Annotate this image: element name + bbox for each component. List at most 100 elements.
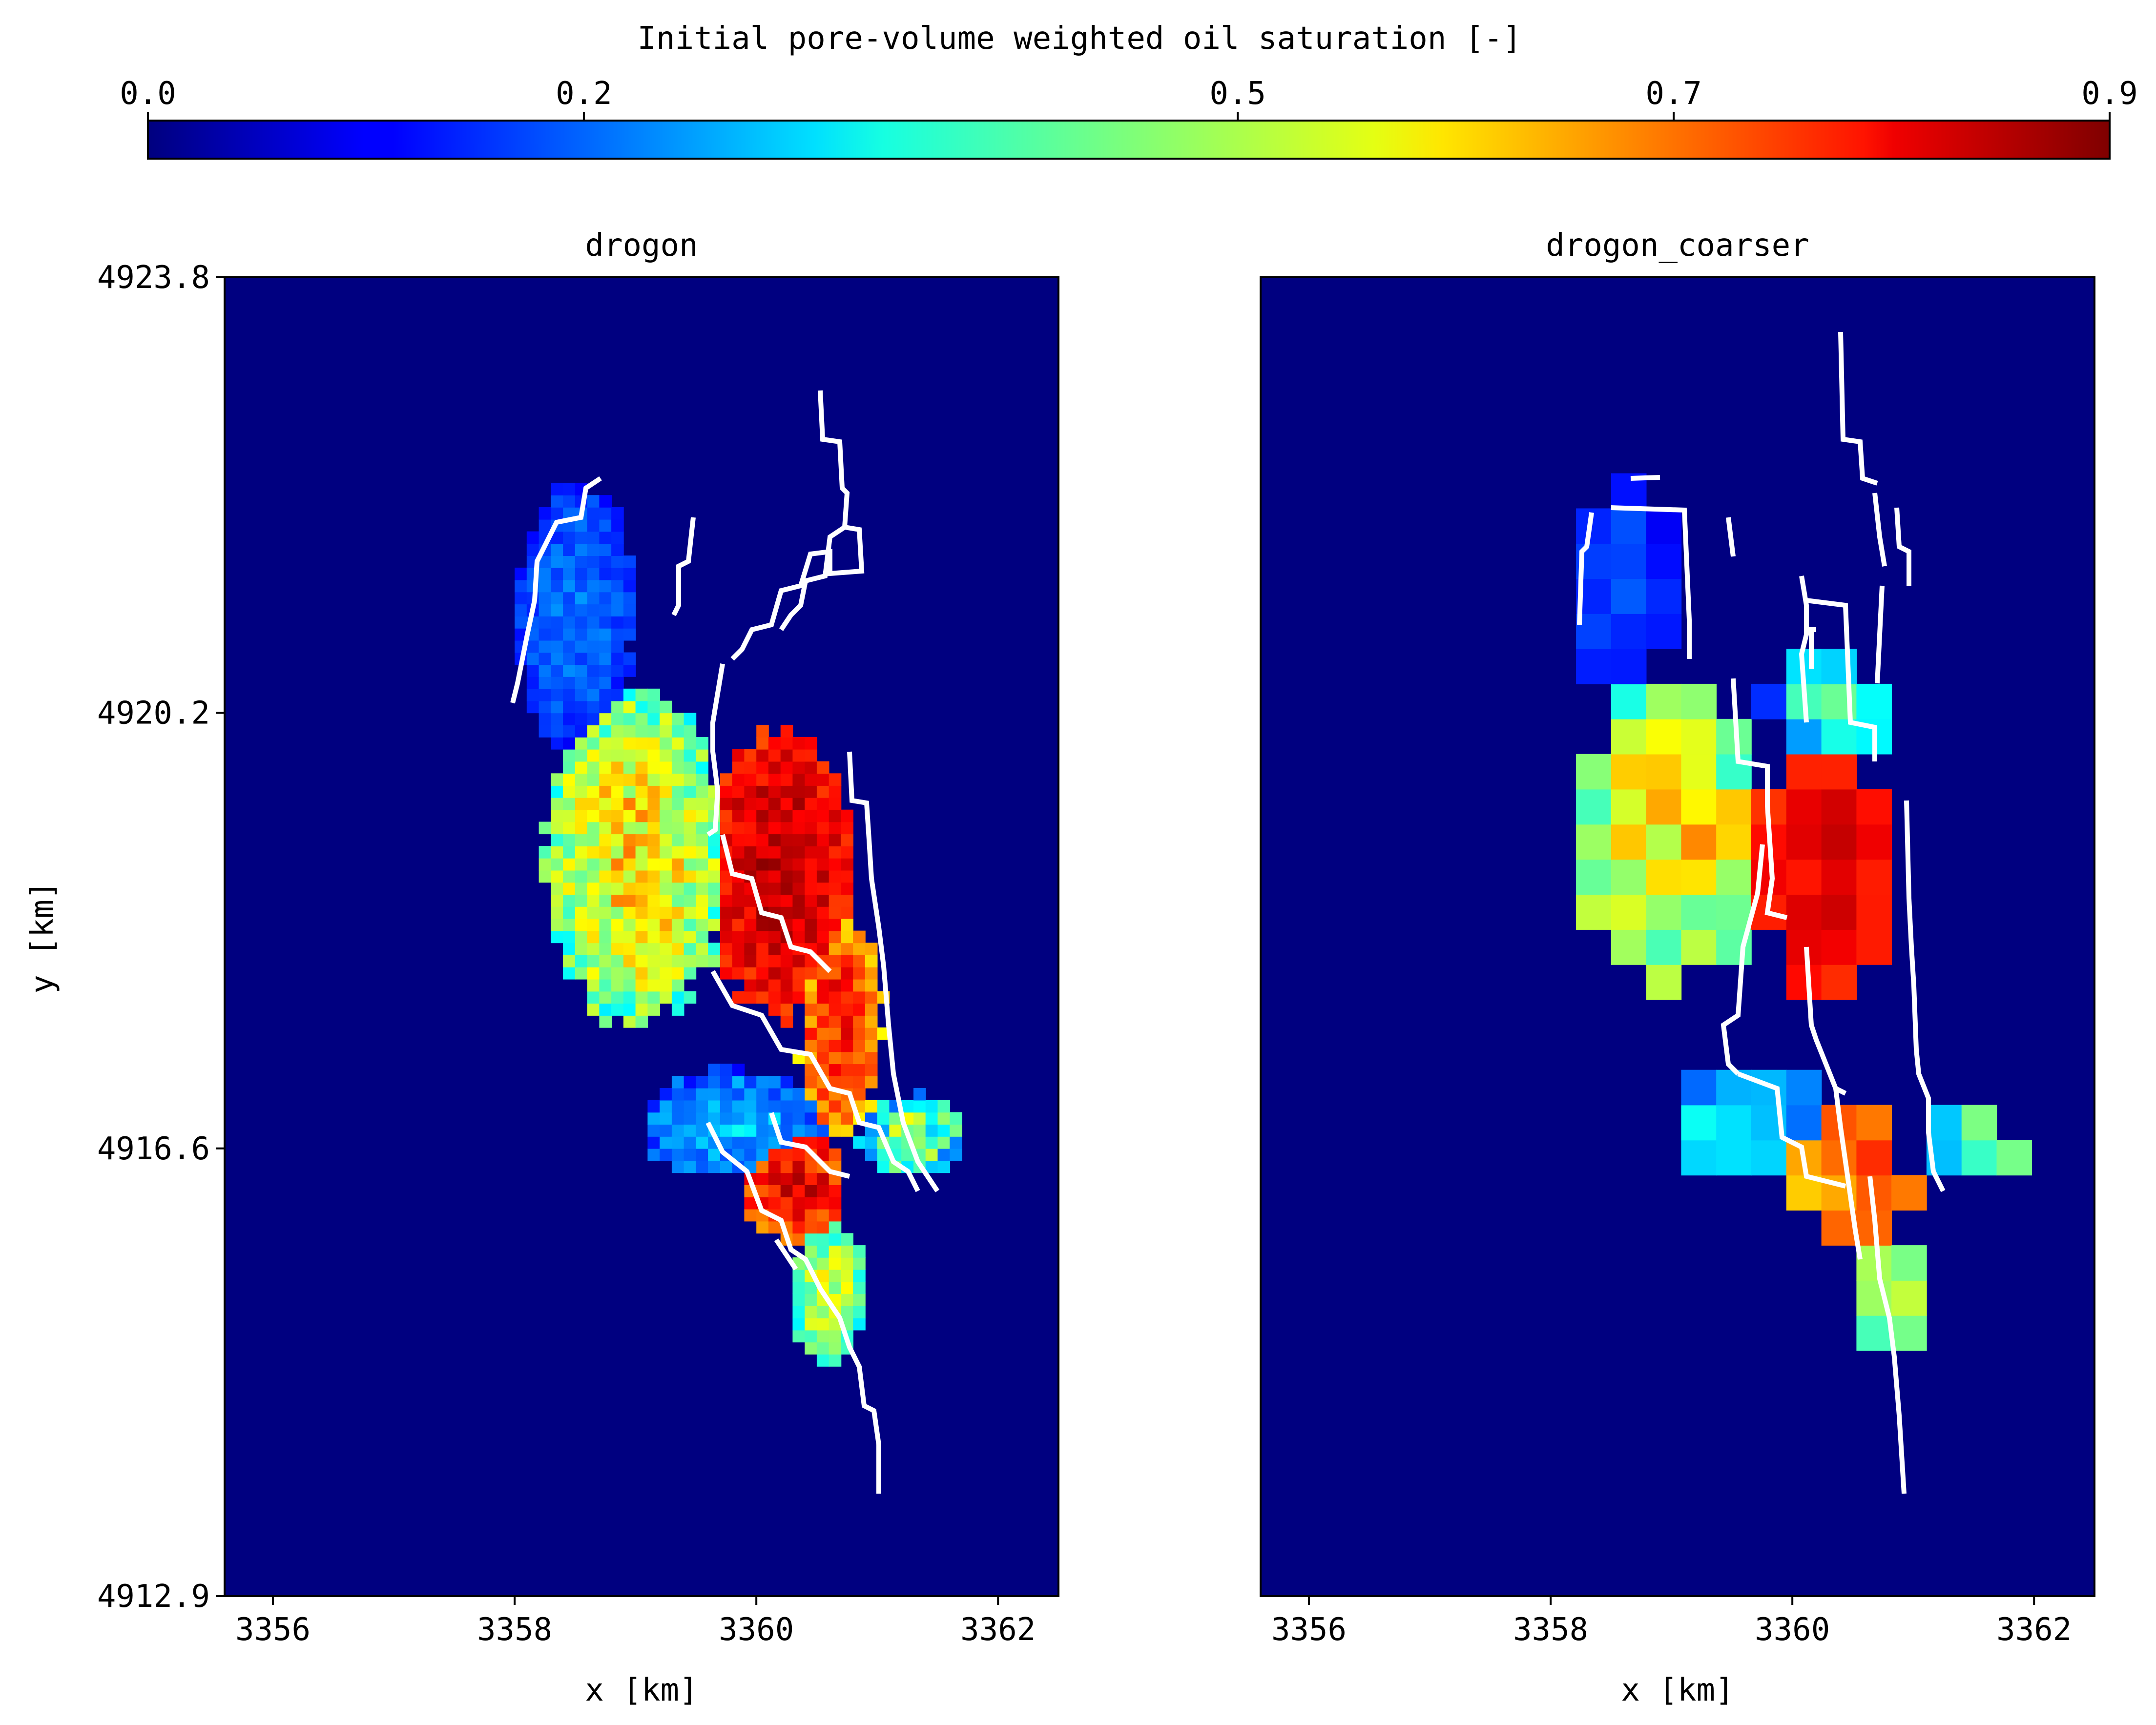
saturation-cell <box>696 761 708 774</box>
saturation-cell <box>660 797 672 810</box>
saturation-cell <box>587 737 600 750</box>
x-tick-label: 3362 <box>1996 1612 2072 1648</box>
saturation-cell <box>829 870 842 883</box>
saturation-cell <box>696 1076 708 1088</box>
saturation-cell <box>1611 578 1647 614</box>
saturation-cell <box>744 1197 757 1210</box>
saturation-cell <box>647 1112 660 1125</box>
saturation-cell <box>816 1051 829 1065</box>
saturation-cell <box>744 1076 757 1088</box>
saturation-cell <box>841 809 853 822</box>
saturation-cell <box>768 785 781 798</box>
saturation-cell <box>671 834 684 846</box>
saturation-cell <box>575 906 588 919</box>
saturation-cell <box>816 1209 829 1222</box>
saturation-cell <box>744 930 757 944</box>
saturation-cell <box>599 955 612 967</box>
saturation-cell <box>611 943 624 955</box>
x-tick-label: 3362 <box>960 1612 1036 1648</box>
saturation-cell <box>696 1112 708 1125</box>
saturation-cell <box>853 1027 866 1040</box>
saturation-cell <box>950 1148 962 1161</box>
saturation-cell <box>829 1027 842 1040</box>
saturation-cell <box>756 918 769 931</box>
saturation-cell <box>623 991 636 1004</box>
saturation-cell <box>792 1160 805 1173</box>
saturation-cell <box>768 1221 781 1234</box>
saturation-cell <box>1611 894 1647 930</box>
saturation-cell <box>635 991 648 1004</box>
saturation-cell <box>708 906 721 919</box>
saturation-cell <box>732 858 745 871</box>
saturation-cell <box>575 531 588 544</box>
saturation-cell <box>647 846 660 859</box>
saturation-cell <box>575 894 588 907</box>
saturation-cell <box>551 906 563 919</box>
saturation-cell <box>756 725 769 738</box>
saturation-cell <box>696 930 708 944</box>
saturation-cell <box>1576 894 1612 930</box>
saturation-cell <box>1576 754 1612 790</box>
saturation-cell <box>647 700 660 714</box>
saturation-cell <box>623 688 636 701</box>
saturation-cell <box>829 882 842 895</box>
saturation-cell <box>696 882 708 895</box>
saturation-cell <box>611 713 624 725</box>
saturation-cell <box>841 858 853 871</box>
saturation-cell <box>780 1112 793 1125</box>
saturation-cell <box>853 967 866 980</box>
saturation-cell <box>696 894 708 907</box>
saturation-cell <box>623 1015 636 1028</box>
saturation-cell <box>599 785 612 798</box>
saturation-cell <box>816 797 829 810</box>
saturation-cell <box>611 700 624 714</box>
colorbar-tick-label: 0.0 <box>120 76 176 112</box>
saturation-cell <box>660 713 672 725</box>
saturation-cell <box>551 592 563 605</box>
saturation-cell <box>660 955 672 967</box>
saturation-cell <box>792 991 805 1004</box>
saturation-cell <box>841 1076 853 1088</box>
saturation-cell <box>768 991 781 1004</box>
saturation-cell <box>623 579 636 593</box>
saturation-cell <box>768 1185 781 1197</box>
saturation-cell <box>865 1148 878 1161</box>
saturation-cell <box>792 1124 805 1137</box>
saturation-cell <box>720 1088 733 1101</box>
saturation-cell <box>768 858 781 871</box>
saturation-cell <box>623 930 636 944</box>
saturation-cell <box>768 930 781 944</box>
saturation-cell <box>563 834 576 846</box>
saturation-cell <box>660 761 672 774</box>
saturation-cell <box>853 1269 866 1282</box>
saturation-cell <box>853 1294 866 1306</box>
saturation-cell <box>599 943 612 955</box>
saturation-cell <box>780 1185 793 1197</box>
saturation-cell <box>647 1100 660 1113</box>
saturation-cell <box>732 955 745 967</box>
saturation-cell <box>841 967 853 980</box>
saturation-cell <box>671 1148 684 1161</box>
saturation-cell <box>756 809 769 822</box>
saturation-cell <box>563 652 576 665</box>
saturation-cell <box>635 846 648 859</box>
saturation-cell <box>1716 789 1752 825</box>
saturation-cell <box>671 930 684 944</box>
saturation-cell <box>551 664 563 677</box>
saturation-cell <box>623 797 636 810</box>
saturation-cell <box>780 858 793 871</box>
saturation-cell <box>744 1124 757 1137</box>
saturation-cell <box>660 749 672 762</box>
saturation-cell <box>1821 754 1857 790</box>
saturation-cell <box>647 906 660 919</box>
saturation-cell <box>551 737 563 750</box>
saturation-cell <box>587 640 600 653</box>
saturation-cell <box>539 519 552 532</box>
saturation-cell <box>599 700 612 714</box>
saturation-cell <box>792 797 805 810</box>
saturation-cell <box>623 967 636 980</box>
saturation-cell <box>732 821 745 835</box>
saturation-cell <box>853 1051 866 1065</box>
saturation-cell <box>611 507 624 520</box>
saturation-cell <box>563 604 576 616</box>
